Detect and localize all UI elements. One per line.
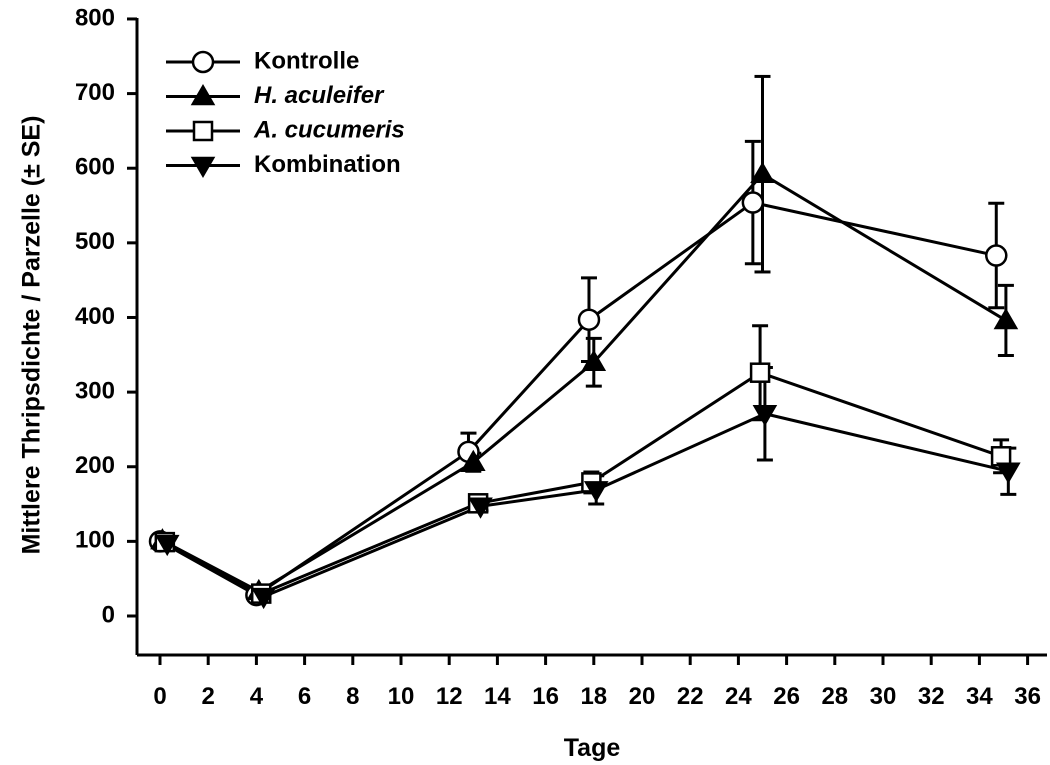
point-kontrolle	[741, 191, 765, 214]
point-kontrolle	[985, 244, 1008, 267]
point-h-aculeifer	[993, 307, 1019, 330]
x-tick-label: 14	[484, 683, 511, 710]
x-tick-label: 34	[966, 683, 993, 710]
x-tick-label: 28	[821, 683, 848, 710]
x-tick-label: 26	[773, 683, 800, 710]
y-tick-label: 800	[75, 4, 115, 31]
series-line-kontrolle	[159, 201, 997, 597]
x-ticks: 0 2 4 6 8 10 12 14 16 18 20 22 24 26 28 30 32 34 36	[153, 655, 1041, 710]
legend-item-h-aculeifer: H. aculeifer	[166, 82, 385, 109]
legend-marker	[190, 156, 216, 178]
x-tick-label: 32	[918, 683, 945, 710]
y-tick-label: 500	[75, 228, 115, 255]
series-line-h-aculeifer	[161, 172, 1007, 593]
y-tick-label: 400	[75, 303, 115, 330]
x-tick-label: 4	[250, 683, 264, 710]
y-tick-label: 200	[75, 452, 115, 479]
y-tick-label: 700	[75, 79, 115, 106]
legend-marker	[190, 84, 216, 106]
legend-item-kontrolle: Kontrolle	[166, 47, 359, 74]
point-h-aculeifer	[581, 349, 607, 372]
x-tick-label: 2	[202, 683, 215, 710]
legend-label: A. cucumeris	[253, 116, 405, 143]
legend-label: H. aculeifer	[254, 82, 385, 109]
y-tick-label: 300	[75, 377, 115, 404]
legend-item-a-cucumeris: A. cucumeris	[166, 116, 405, 143]
point-kombination	[996, 462, 1021, 484]
y-ticks: 0 100 200 300 400 500 600 700 800	[75, 4, 137, 628]
axes	[135, 18, 1047, 657]
series-markers	[148, 161, 1021, 610]
point-kombination	[468, 497, 493, 519]
legend-marker	[192, 120, 214, 142]
point-h-aculeifer	[750, 161, 775, 183]
x-tick-label: 30	[870, 683, 897, 710]
x-tick-label: 18	[580, 683, 607, 710]
x-tick-label: 12	[436, 683, 463, 710]
x-tick-label: 10	[388, 683, 415, 710]
point-kombination	[251, 587, 276, 610]
x-tick-label: 6	[298, 683, 311, 710]
legend-label: Kontrolle	[254, 47, 359, 74]
error-bars	[460, 74, 1017, 513]
y-tick-label: 600	[75, 154, 115, 181]
x-tick-label: 16	[532, 683, 559, 710]
x-tick-label: 8	[346, 683, 359, 710]
series-layer	[148, 74, 1021, 610]
x-tick-label: 0	[153, 683, 166, 710]
y-tick-label: 100	[75, 527, 115, 554]
y-axis-title: Mittlere Thripsdichte / Parzelle (± SE)	[18, 116, 46, 555]
point-kombination	[583, 481, 609, 503]
legend: Kontrolle H. aculeifer A. cucumeris Kombina…	[166, 47, 405, 178]
point-kontrolle	[577, 308, 601, 331]
legend-label: Kombination	[254, 151, 401, 178]
x-tick-label: 20	[629, 683, 656, 710]
point-kombination	[752, 405, 778, 427]
y-tick-label: 0	[102, 601, 115, 628]
legend-item-kombination: Kombination	[166, 151, 401, 178]
x-axis-title: Tage	[564, 734, 621, 762]
point-kombination	[154, 534, 180, 557]
point-a-cucumeris	[749, 362, 771, 383]
series-lines	[159, 172, 1009, 599]
series-line-kombination	[166, 412, 1009, 599]
x-tick-label: 22	[677, 683, 704, 710]
legend-marker	[191, 50, 215, 74]
x-tick-label: 36	[1014, 683, 1041, 710]
x-tick-label: 24	[725, 683, 752, 710]
point-h-aculeifer	[460, 449, 486, 472]
